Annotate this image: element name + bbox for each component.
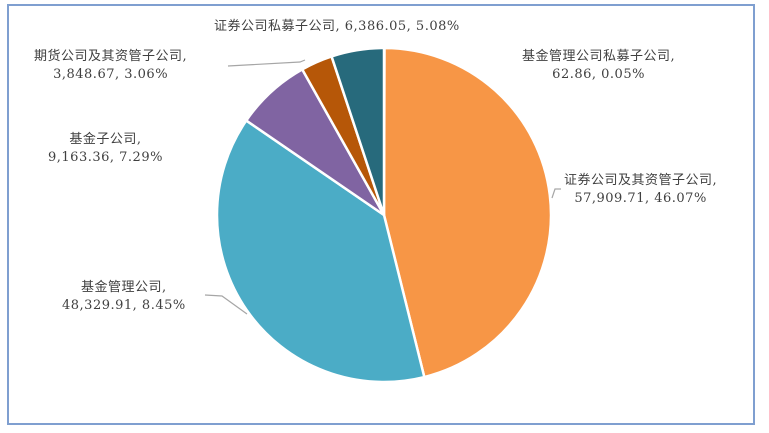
leader-line-securities (551, 188, 561, 199)
label-line2: 48,329.91, 8.45% (62, 298, 186, 313)
label-securities: 证券公司及其资管子公司, 57,909.71, 46.07% (564, 172, 717, 208)
label-fund-mgmt-private: 基金管理公司私募子公司, 62.86, 0.05% (522, 48, 675, 84)
label-futures: 期货公司及其资管子公司, 3,848.67, 3.06% (34, 48, 187, 84)
slice-securities-private (330, 46, 386, 217)
label-line1: 证券公司及其资管子公司, (564, 173, 718, 188)
label-fund-mgmt: 基金管理公司, 48,329.91, 8.45% (62, 279, 186, 315)
label-line1: 基金管理公司, (81, 280, 167, 295)
label-line2: 62.86, 0.05% (552, 67, 645, 82)
label-line2: 3,848.67, 3.06% (53, 67, 169, 82)
label-line2: 57,909.71, 46.07% (574, 191, 707, 206)
leader-line-futures (227, 59, 306, 67)
label-line1: 期货公司及其资管子公司, (34, 49, 188, 64)
leader-line-fund-mgmt (204, 294, 248, 315)
slice-securities (382, 46, 553, 379)
label-fund-subsidiary: 基金子公司, 9,163.36, 7.29% (48, 131, 163, 167)
label-line2: 9,163.36, 7.29% (48, 150, 163, 165)
slice-fund-mgmt (215, 119, 426, 384)
label-line1: 基金管理公司私募子公司, (522, 49, 676, 64)
label-securities-private: 证券公司私募子公司, 6,386.05, 5.08% (214, 18, 460, 36)
label-text: 证券公司私募子公司, 6,386.05, 5.08% (214, 19, 460, 34)
label-line1: 基金子公司, (69, 132, 142, 147)
